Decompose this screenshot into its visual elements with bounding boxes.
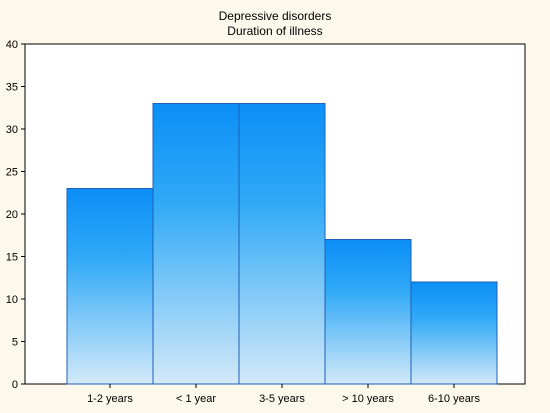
chart-subtitle: Duration of illness — [227, 24, 322, 38]
bars-layer — [66, 103, 498, 385]
x-tick-label-3: > 10 years — [342, 393, 394, 405]
y-tick-label-1: 5 — [12, 337, 18, 349]
bar-2 — [238, 103, 326, 385]
bar-1 — [152, 103, 240, 385]
x-tick-label-4: 6-10 years — [428, 393, 480, 405]
y-tick-label-5: 25 — [6, 167, 18, 179]
y-tick-label-8: 40 — [6, 39, 18, 51]
bar-0 — [66, 188, 154, 385]
chart-title: Depressive disorders — [219, 9, 332, 23]
y-tick-label-4: 20 — [6, 209, 18, 221]
x-tick-label-2: 3-5 years — [259, 393, 305, 405]
x-tick-label-1: < 1 year — [176, 393, 216, 405]
y-axis: 0 5 10 15 20 25 30 35 40 — [6, 39, 25, 391]
y-tick-label-2: 10 — [6, 294, 18, 306]
x-axis: 1-2 years < 1 year 3-5 years > 10 years 6-10… — [87, 384, 480, 405]
x-tick-label-0: 1-2 years — [87, 393, 133, 405]
y-tick-label-6: 30 — [6, 124, 18, 136]
y-tick-label-3: 15 — [6, 252, 18, 264]
bar-4 — [410, 281, 498, 385]
bar-3 — [324, 239, 412, 385]
y-tick-label-0: 0 — [12, 379, 18, 391]
y-tick-label-7: 35 — [6, 82, 18, 94]
